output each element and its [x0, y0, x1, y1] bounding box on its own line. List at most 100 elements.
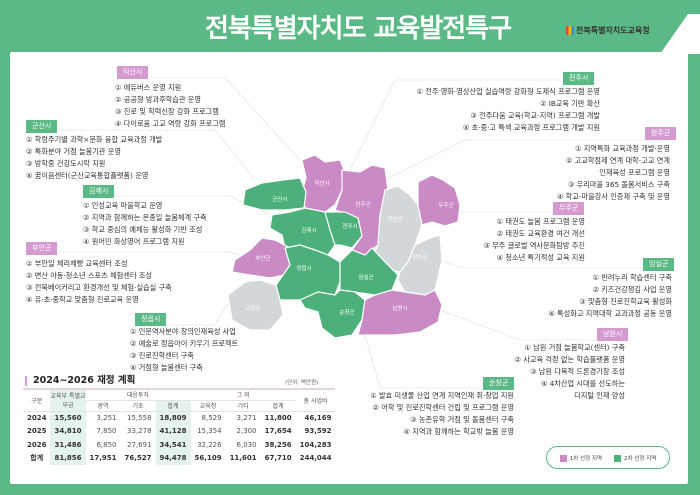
list-item: ③ 학교 중심의 예체능 활성화 기반 조성 [83, 225, 203, 234]
list-item: ① 인문역사분야 창의인재육성 사업 [130, 327, 236, 336]
list-item: ③ 전북베이커리고 환경개선 및 체험·실습실 구축 [26, 283, 172, 292]
corner-decoration [688, 14, 700, 54]
region-muju [417, 174, 461, 227]
table-cell: 41,128 [155, 424, 191, 438]
map-label: 군산시 [272, 195, 287, 203]
list-item: ③ 우리마을 365 돌봄서비스 구축 [567, 180, 670, 189]
region-tag-buan: 부안군 [26, 242, 58, 255]
list-item: ② 키즈건강챙김 사업 운영 [592, 285, 672, 294]
list-item: ① 전주 영화·영상산업 실습역량 강화형 도제식 프로그램 운영 [416, 87, 600, 96]
list-item: ② 태권도 교육환경 여건 개선 [496, 229, 585, 238]
table-cell: 합계 [30, 454, 44, 463]
region-tag-muju: 무주군 [553, 202, 585, 215]
col-header: 합계 [260, 400, 296, 412]
table-cell: 15,558 [127, 414, 152, 422]
table-row: 2024 15,560 3,251 15,558 18,809 8,529 3,271 11,… [23, 411, 335, 425]
col-header: 그 외 [190, 388, 296, 401]
region-items-namwon: ① 남원 거점 늘봄학교(센터) 구축 ② 사교육 걱정 없는 학습플랫폼 운영 ③… [515, 342, 625, 402]
region-namwon [357, 289, 443, 336]
table-cell: 17,951 [89, 454, 117, 463]
table-cell: 81,856 [50, 451, 86, 465]
legend-label: 2차 선정 지역 [624, 455, 657, 462]
list-item: ① 반려누리 학습센터 구축 [592, 273, 672, 282]
map-label: 임실군 [358, 273, 373, 281]
table-cell: 7,850 [96, 427, 117, 436]
list-item: ① 태권도 늘봄 프로그램 운영 [496, 217, 585, 226]
region-sunchang [299, 289, 366, 339]
list-item: ③ 농촌유학 거점 및 돌봄센터 구축 [410, 415, 514, 424]
map-label: 정읍시 [296, 265, 311, 272]
region-items-jeongeup: ① 인문역사분야 창의인재육성 사업 ② 예술로 정읍아이 키우기 프로젝트 ③ 진… [130, 326, 238, 374]
table-cell: 46,169 [304, 414, 332, 422]
list-item: 인재육성 프로그램 운영 [599, 168, 670, 177]
list-item: ④ 학교-마을강사 인증제 구축 및 운영 [556, 192, 670, 201]
table-cell: 15,354 [197, 427, 222, 436]
legend-item-second: 2차 선정 지역 [614, 454, 656, 462]
list-item: ② 고교학점제 연계 대학-고교 연계 [565, 156, 670, 165]
table-cell: 8,529 [201, 414, 222, 422]
list-item: ② 지역과 함께하는 온종일 늘봄체계 구축 [83, 213, 207, 222]
page-title: 전북특별자치도 교육발전특구 [205, 14, 512, 44]
table-cell: 33,278 [127, 427, 152, 436]
table-cell: 34,541 [155, 438, 191, 452]
map-label: 고창군 [245, 304, 260, 312]
table-unit: (단위: 백만원) [285, 380, 319, 386]
list-item: ③ 무주 글로벌 역사문화탐방 추진 [483, 241, 585, 250]
table-cell: 6,850 [96, 440, 117, 449]
table-cell: 11,800 [264, 414, 292, 422]
map-label: 무주군 [438, 202, 453, 209]
map-label: 김제시 [301, 226, 316, 234]
list-item: ① 학령주기별 과학×문화 융합 교육과정 개발 [26, 135, 163, 144]
map-label: 순창군 [339, 308, 354, 316]
region-items-sunchang: ① 발효 미생물 산업 연계 지역인재 취·창업 지원 ② 어학 및 진로진학센터… [370, 390, 514, 438]
table-cell: 56,109 [194, 454, 222, 463]
table-cell: 3,251 [96, 414, 117, 422]
col-header: 합계 [155, 400, 191, 412]
table-cell: 67,710 [264, 454, 292, 463]
table-cell: 34,810 [50, 424, 86, 438]
map-label: 전주시 [342, 222, 357, 230]
table-cell: 38,256 [264, 440, 292, 449]
list-item: ① 지역특화 교육과정 개발·운영 [575, 144, 670, 153]
list-item: ④ 4차산업 시대를 선도하는 [541, 379, 625, 388]
list-item: ④ 꿈이음센터(군산교육통합플랫폼) 운영 [26, 171, 149, 180]
list-item: ③ 진로 및 학력신장 강화 프로그램 [115, 107, 219, 116]
pink-swatch-icon [559, 454, 567, 462]
col-header: 교육부 특별교부금 [50, 388, 86, 412]
list-item: ① 에듀버스 운영 지원 [115, 83, 182, 92]
region-items-imsil: ① 반려누리 학습센터 구축 ② 키즈건강챙김 사업 운영 ③ 맞춤형 진로진학교육… [548, 272, 672, 320]
region-tag-wanju: 완주군 [645, 127, 677, 140]
list-item: ① 남원 거점 늘봄학교(센터) 구축 [524, 343, 625, 352]
list-item: ① 인성교육 마을학교 운영 [83, 201, 163, 210]
region-tag-jeonju: 전주시 [563, 72, 595, 85]
list-item: ② IB교육 기반 확산 [539, 99, 600, 108]
map-label: 장수군 [412, 254, 427, 261]
table-cell: 18,809 [155, 411, 191, 425]
table-title: 2024~2026 재정 계획 [25, 376, 135, 386]
region-items-buan: ① 부안일 체리체빵 교육센터 조성 ② 변산 아동·청소년 스포츠 체험센터 조… [26, 258, 172, 306]
list-item: ④ 초·중·고 특색 교육과정 프로그램 개발 지원 [462, 123, 600, 132]
col-header: 대응투자 [85, 388, 191, 401]
table-cell: 32,226 [197, 440, 222, 449]
legend-label: 1차 선정 지역 [569, 455, 602, 462]
table-row: 합계 81,856 17,951 76,527 94,478 56,109 11,601 67… [23, 451, 335, 465]
region-items-gunsan: ① 학령주기별 과학×문화 융합 교육과정 개발 ② 특화분야 거점 늘봄기관 운… [26, 134, 162, 182]
list-item: ④ 청소년 특기적성 교육 지원 [496, 253, 585, 262]
table-cell: 6,030 [236, 440, 257, 449]
table-cell: 27,691 [127, 440, 152, 449]
list-item: ④ 원어민 화상영어 프로그램 지원 [83, 237, 185, 246]
map-label: 완주군 [355, 200, 370, 208]
region-tag-iksan: 익산시 [117, 66, 149, 79]
table-cell: 104,283 [299, 440, 332, 449]
table-cell: 2025 [27, 427, 47, 436]
table-cell: 76,527 [124, 454, 152, 463]
table-cell: 17,654 [264, 427, 292, 436]
map-label: 남원시 [392, 304, 407, 312]
green-swatch-icon [614, 454, 621, 462]
table-cell: 3,271 [236, 414, 257, 422]
list-item: ② 사교육 걱정 없는 학습플랫폼 운영 [514, 355, 625, 364]
list-item: ④ 지역과 함께하는 학교밖 늘봄 운영 [403, 427, 514, 436]
list-item: ④ 다이로움 고교 역량 강화 프로그램 [115, 119, 226, 128]
region-gunsan [242, 177, 307, 211]
map-label: 진안군 [387, 215, 402, 223]
